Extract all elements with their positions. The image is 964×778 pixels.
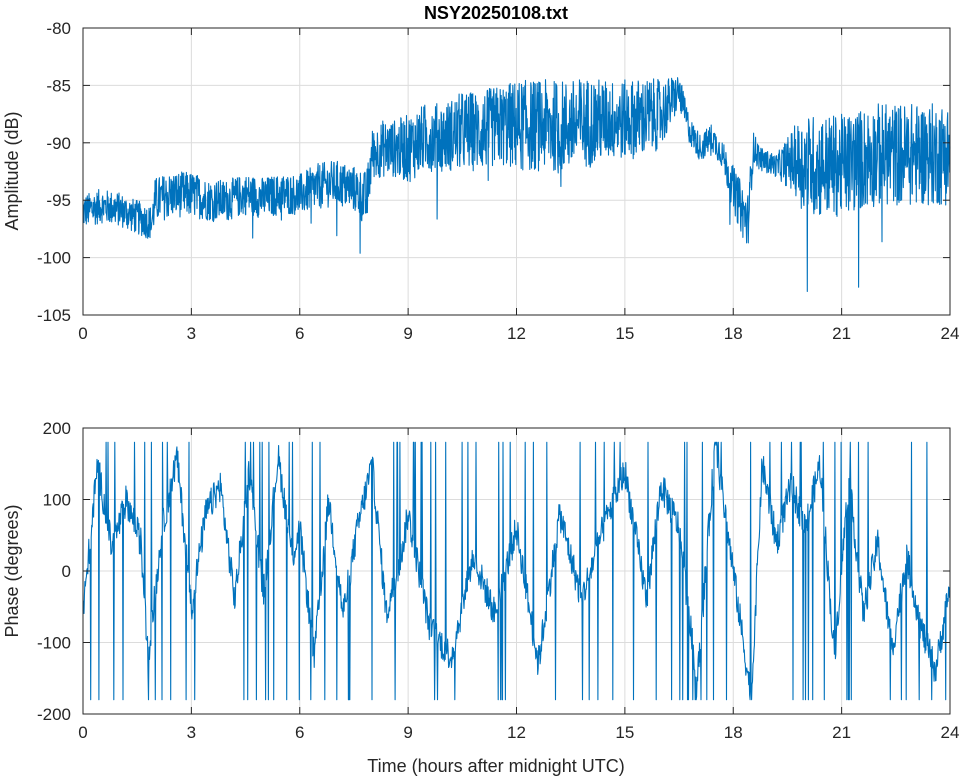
phase-y-axis-label: Phase (degrees) (2, 504, 22, 637)
phase-series-line (82, 441, 951, 701)
x-tick-label: 24 (941, 324, 960, 343)
x-tick-label: 21 (832, 324, 851, 343)
x-tick-label: 0 (78, 723, 87, 742)
x-tick-label: 18 (724, 324, 743, 343)
x-tick-label: 12 (507, 723, 526, 742)
x-tick-label: 6 (295, 723, 304, 742)
y-tick-label: -95 (46, 191, 71, 210)
x-tick-label: 12 (507, 324, 526, 343)
phase-tick-labels: 0 3 6 9 12 15 18 21 24 -200 -100 0 100 200 (37, 419, 959, 742)
x-tick-label: 18 (724, 723, 743, 742)
x-tick-label: 3 (187, 723, 196, 742)
phase-panel: 0 3 6 9 12 15 18 21 24 -200 -100 0 100 200 Phase (deg… (2, 419, 959, 776)
y-tick-label: 100 (43, 491, 71, 510)
y-tick-label: -80 (46, 19, 71, 38)
y-tick-label: -105 (37, 306, 71, 325)
y-tick-label: 0 (62, 562, 71, 581)
x-tick-label: 15 (615, 723, 634, 742)
amplitude-tick-labels: 0 3 6 9 12 15 18 21 24 -105 -100 -95 -90 -85 -80 (37, 19, 959, 343)
x-tick-label: 21 (832, 723, 851, 742)
x-tick-label: 24 (941, 723, 960, 742)
x-tick-label: 9 (403, 324, 412, 343)
y-tick-label: -200 (37, 705, 71, 724)
x-tick-label: 0 (78, 324, 87, 343)
x-tick-label: 15 (615, 324, 634, 343)
x-tick-label: 3 (187, 324, 196, 343)
y-tick-label: -100 (37, 249, 71, 268)
x-tick-label: 6 (295, 324, 304, 343)
time-x-axis-label: Time (hours after midnight UTC) (367, 756, 624, 776)
y-tick-label: 200 (43, 419, 71, 438)
amplitude-series-line (82, 77, 951, 293)
y-tick-label: -100 (37, 634, 71, 653)
chart-title: NSY20250108.txt (424, 3, 568, 23)
amplitude-y-axis-label: Amplitude (dB) (2, 111, 22, 230)
amplitude-panel: 0 3 6 9 12 15 18 21 24 -105 -100 -95 -90 -85 -80 Ampli… (2, 19, 959, 343)
y-tick-label: -90 (46, 134, 71, 153)
y-tick-label: -85 (46, 76, 71, 95)
x-tick-label: 9 (403, 723, 412, 742)
